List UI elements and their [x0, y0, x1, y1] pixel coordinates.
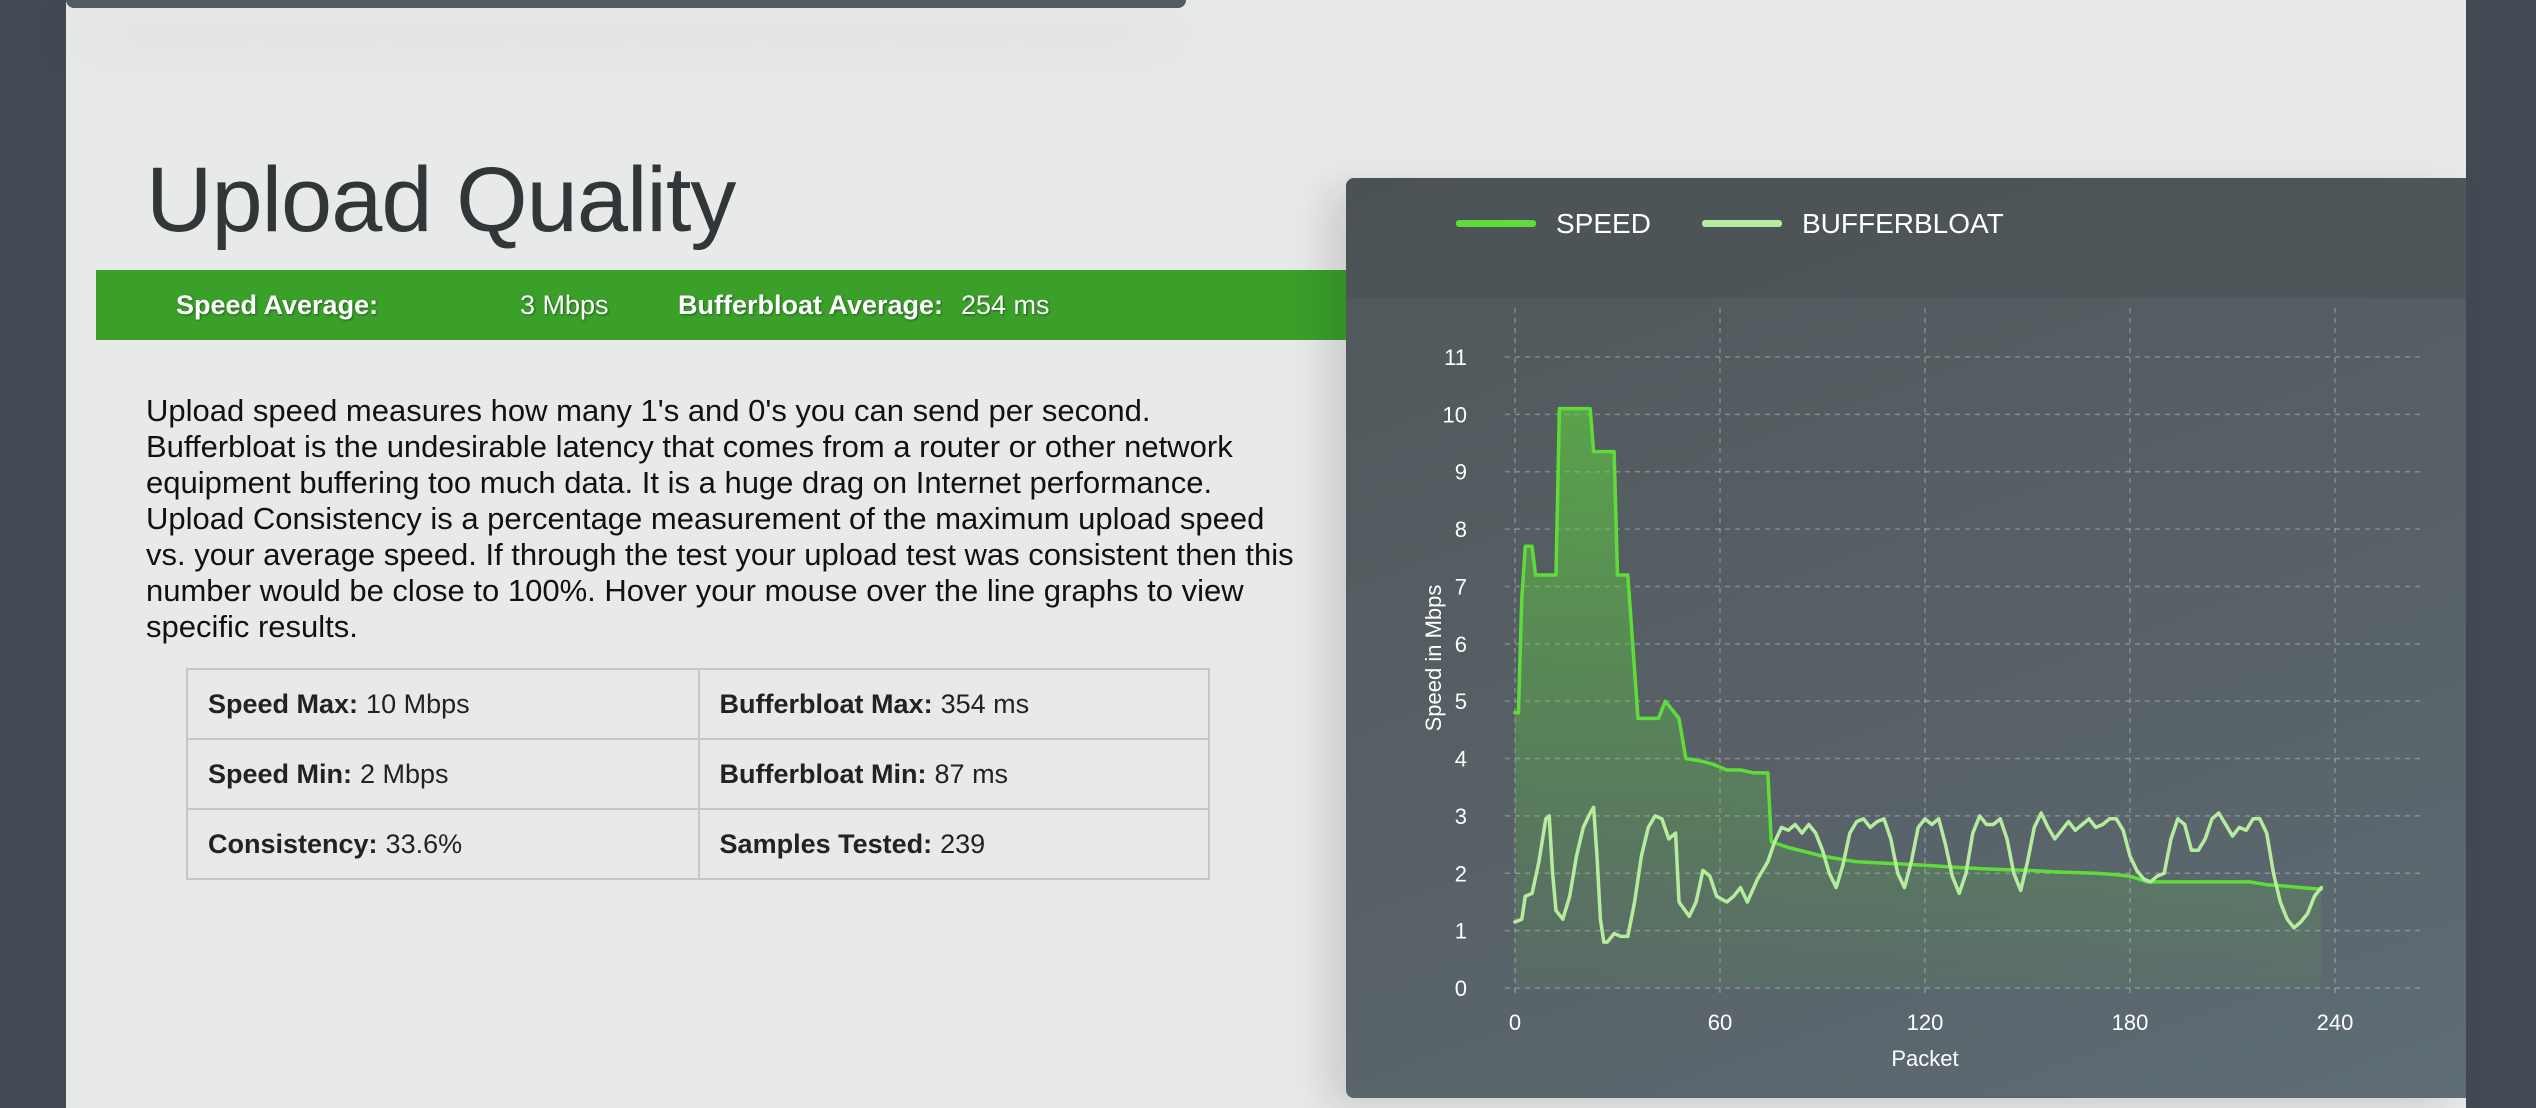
speed-max-cell: Speed Max: 10 Mbps [186, 668, 700, 740]
y-tick-label: 10 [1443, 402, 1467, 427]
stats-row: Consistency: 33.6% Samples Tested: 239 [186, 808, 1211, 880]
y-tick-label: 4 [1455, 747, 1467, 772]
chart-legend: SPEED BUFFERBLOAT [1346, 178, 2466, 298]
consistency-value: 33.6% [385, 828, 463, 859]
bufferbloat-max-cell: Bufferbloat Max: 354 ms [697, 668, 1211, 740]
y-tick-label: 0 [1455, 976, 1467, 1001]
chart-panel: SPEED BUFFERBLOAT 0 1 2 3 4 5 6 7 8 9 10 11 0 60 120 18… [1346, 178, 2466, 1098]
description-text: Upload speed measures how many 1's and 0… [146, 393, 1294, 644]
y-tick-label: 9 [1455, 460, 1467, 485]
speed-average-value: 3 Mbps [520, 290, 609, 320]
legend-swatch-bufferbloat [1702, 220, 1782, 227]
speed-min-value: 2 Mbps [360, 758, 449, 789]
bufferbloat-min-cell: Bufferbloat Min: 87 ms [697, 738, 1211, 810]
y-tick-label: 8 [1455, 517, 1467, 542]
y-tick-label: 2 [1455, 861, 1467, 886]
stats-row: Speed Min: 2 Mbps Bufferbloat Min: 87 ms [186, 738, 1211, 810]
y-tick-label: 5 [1455, 689, 1467, 714]
y-axis-label: Speed in Mbps [1421, 585, 1446, 732]
speed-min-cell: Speed Min: 2 Mbps [186, 738, 700, 810]
section-title: Upload Quality [146, 149, 736, 251]
series-line-bufferbloat [1513, 805, 2324, 944]
bufferbloat-max-label: Bufferbloat Max: [719, 688, 933, 719]
x-tick-label: 0 [1509, 1010, 1521, 1035]
x-tick-label: 120 [1907, 1010, 1944, 1035]
y-tick-label: 3 [1455, 804, 1467, 829]
bufferbloat-average-label: Bufferbloat Average: [678, 290, 944, 320]
bufferbloat-min-label: Bufferbloat Min: [719, 758, 927, 789]
x-tick-label: 180 [2112, 1010, 2149, 1035]
stats-row: Speed Max: 10 Mbps Bufferbloat Max: 354 ms [186, 668, 1211, 740]
series-line-speed [1513, 406, 2324, 892]
speed-min-label: Speed Min: [208, 758, 353, 789]
consistency-label: Consistency: [208, 828, 378, 859]
legend-swatch-speed [1456, 220, 1536, 227]
consistency-cell: Consistency: 33.6% [186, 808, 700, 880]
samples-cell: Samples Tested: 239 [697, 808, 1211, 880]
series-area-speed [1515, 408, 2322, 989]
y-tick-label: 7 [1455, 574, 1467, 599]
x-tick-label: 240 [2317, 1010, 2354, 1035]
samples-value: 239 [940, 828, 986, 859]
y-tick-label: 6 [1455, 632, 1467, 657]
averages-bar: Speed Average: 3 Mbps Bufferbloat Averag… [96, 270, 1416, 340]
top-card [66, 0, 1186, 8]
stats-table: Speed Max: 10 Mbps Bufferbloat Max: 354 ms… [186, 668, 1211, 880]
y-tick-label: 11 [1444, 345, 1467, 370]
bufferbloat-average-value: 254 ms [961, 290, 1050, 320]
bufferbloat-max-value: 354 ms [940, 688, 1030, 719]
x-axis-label: Packet [1891, 1046, 1958, 1071]
y-tick-label: 1 [1455, 919, 1467, 944]
legend-label-speed: SPEED [1556, 208, 1651, 239]
samples-label: Samples Tested: [719, 828, 933, 859]
speed-average-label: Speed Average: [176, 290, 379, 320]
x-tick-label: 60 [1708, 1010, 1732, 1035]
speed-max-value: 10 Mbps [366, 688, 470, 719]
legend-label-bufferbloat: BUFFERBLOAT [1802, 208, 2004, 239]
speed-max-label: Speed Max: [208, 688, 359, 719]
line-chart[interactable]: 0 1 2 3 4 5 6 7 8 9 10 11 0 60 120 180 240 Packet Speed in… [1346, 178, 2466, 1098]
bufferbloat-min-value: 87 ms [934, 758, 1009, 789]
